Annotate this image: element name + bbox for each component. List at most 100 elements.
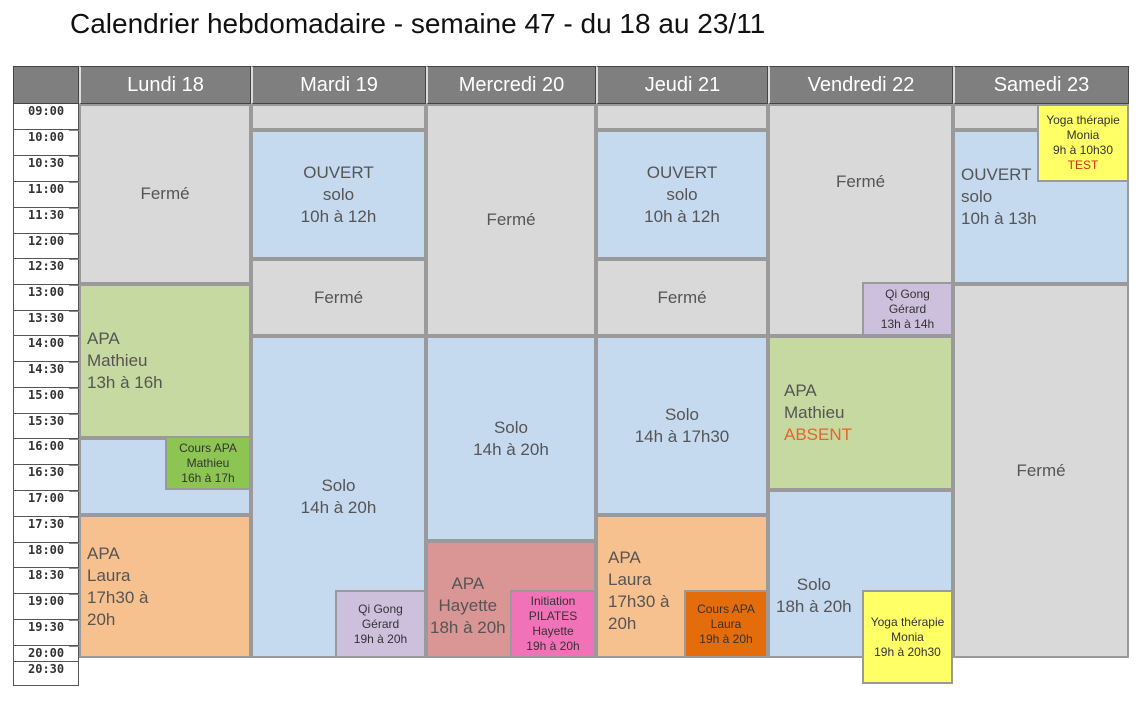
time-label: 17:30 — [13, 517, 79, 543]
event-line: Laura — [710, 616, 742, 631]
event-saturday-open-solo[interactable]: OUVERT solo 10h à 13h — [953, 130, 1129, 284]
event-thursday-cours-apa[interactable]: Cours APA Laura 19h à 20h — [684, 590, 768, 658]
event-line: 16h à 17h — [181, 470, 235, 485]
time-label: 12:30 — [13, 259, 79, 285]
event-line: solo — [961, 187, 993, 206]
event-tuesday-qigong[interactable]: Qi Gong Gérard 19h à 20h — [335, 590, 426, 658]
event-text: APA Laura 17h30 à 20h — [608, 547, 669, 635]
event-line: Mathieu — [87, 351, 148, 370]
event-line: APA — [87, 543, 120, 563]
event-line: Hayette — [532, 624, 574, 638]
day-header-tuesday: Mardi 19 — [251, 66, 426, 104]
event-friday-closed[interactable]: Fermé — [768, 104, 953, 336]
event-line: solo — [666, 184, 698, 204]
event-line: APA — [451, 574, 485, 593]
time-label: 13:30 — [13, 311, 79, 336]
event-line: 10h à 12h — [300, 206, 377, 226]
event-text: APA Mathieu ABSENT — [784, 380, 852, 446]
time-label: 18:30 — [13, 568, 79, 594]
event-monday-cours-apa[interactable]: Cours APA Mathieu 16h à 17h — [165, 436, 251, 490]
event-line: Laura — [608, 570, 652, 589]
time-label: 14:00 — [13, 336, 79, 362]
event-line: Gérard — [361, 616, 400, 631]
event-saturday-yoga[interactable]: Yoga thérapie Monia 9h à 10h30 TEST — [1037, 104, 1129, 182]
event-line: Solo — [664, 404, 699, 424]
time-label: 10:30 — [13, 156, 79, 182]
time-label: 19:30 — [13, 620, 79, 646]
event-thursday-solo[interactable]: Solo 14h à 17h30 — [596, 336, 768, 515]
event-line: 20h — [87, 609, 116, 629]
time-label: 14:30 — [13, 362, 79, 388]
event-text: APA Hayette 18h à 20h — [430, 573, 506, 639]
event-line: PILATES — [528, 609, 578, 623]
event-line: Yoga thérapie — [1046, 113, 1120, 127]
event-friday-yoga[interactable]: Yoga thérapie Monia 19h à 20h30 — [862, 590, 953, 684]
event-monday-apa-mathieu[interactable]: APA Mathieu 13h à 16h — [79, 284, 251, 438]
event-line: ABSENT — [784, 425, 853, 444]
event-saturday-closed[interactable]: Fermé — [953, 284, 1129, 658]
event-line: 17h30 à — [608, 592, 670, 611]
event-text: Initiation PILATES Hayette 19h à 20h — [526, 594, 579, 654]
event-friday-apa-mathieu[interactable]: APA Mathieu ABSENT — [768, 336, 953, 490]
event-line: Monia — [891, 629, 924, 644]
event-tuesday-closed[interactable]: Fermé — [251, 259, 426, 336]
time-label: 11:30 — [13, 208, 79, 234]
time-label: 16:00 — [13, 439, 79, 465]
event-thursday-open-solo[interactable]: OUVERT solo 10h à 12h — [596, 130, 768, 259]
event-monday-closed[interactable]: Fermé — [79, 104, 251, 284]
event-text: Yoga thérapie Monia 9h à 10h30 TEST — [1046, 113, 1120, 173]
event-line: OUVERT — [961, 165, 1032, 184]
event-line: 19h à 20h30 — [874, 644, 941, 659]
event-line: 9h à 10h30 — [1052, 143, 1114, 157]
time-label: 15:00 — [13, 388, 79, 414]
event-text: APA Mathieu 13h à 16h — [87, 328, 163, 394]
event-monday-apa-laura[interactable]: APA Laura 17h30 à 20h — [79, 515, 251, 658]
time-label: 13:00 — [13, 285, 79, 311]
event-text: Cours APA Laura 19h à 20h — [697, 602, 755, 647]
event-wednesday-closed[interactable]: Fermé — [426, 104, 596, 336]
event-line: Qi Gong — [885, 286, 930, 301]
event-line: APA — [784, 381, 817, 400]
event-line: Initiation — [530, 594, 576, 608]
event-text: Solo 14h à 17h30 — [635, 404, 730, 448]
event-friday-qigong[interactable]: Qi Gong Gérard 13h à 14h — [862, 282, 953, 336]
time-label: 18:00 — [13, 543, 79, 568]
event-text: Solo 14h à 20h — [301, 475, 377, 519]
page-title: Calendrier hebdomadaire - semaine 47 - d… — [70, 8, 766, 39]
event-text: Qi Gong Gérard 19h à 20h — [354, 602, 407, 647]
event-text: APA Laura 17h30 à 20h — [87, 543, 148, 631]
event-line: Qi Gong — [358, 601, 403, 616]
event-thursday-closed[interactable]: Fermé — [596, 259, 768, 336]
event-text: Qi Gong Gérard 13h à 14h — [881, 287, 934, 332]
event-line: 14h à 17h30 — [634, 426, 730, 446]
event-tuesday-closed-morning[interactable] — [251, 104, 426, 130]
event-line: 18h à 20h — [430, 618, 506, 637]
event-line: Solo — [321, 476, 356, 495]
event-line: OUVERT — [646, 162, 718, 182]
time-label: 16:30 — [13, 465, 79, 491]
event-line: Cours APA — [179, 440, 237, 455]
day-header-saturday: Samedi 23 — [953, 66, 1129, 104]
event-line: Hayette — [438, 596, 498, 615]
event-line: Mathieu — [186, 455, 230, 470]
event-line: 17h30 à — [87, 587, 149, 607]
event-wednesday-pilates[interactable]: Initiation PILATES Hayette 19h à 20h — [510, 590, 596, 658]
event-wednesday-solo[interactable]: Solo 14h à 20h — [426, 336, 596, 541]
event-line: Gérard — [888, 301, 927, 316]
event-line: Monia — [1066, 128, 1100, 142]
header-corner — [13, 66, 79, 104]
time-label: 20:00 — [13, 646, 79, 662]
time-label: 15:30 — [13, 414, 79, 439]
event-text: OUVERT solo 10h à 13h — [961, 164, 1037, 230]
time-label: 20:30 — [13, 662, 79, 686]
weekly-calendar: Lundi 18 Mardi 19 Mercredi 20 Jeudi 21 V… — [13, 66, 1129, 686]
event-text: Yoga thérapie Monia 19h à 20h30 — [871, 615, 945, 660]
event-tuesday-open-solo[interactable]: OUVERT solo 10h à 12h — [251, 130, 426, 259]
event-line: 10h à 12h — [644, 206, 720, 226]
event-thursday-closed-morning[interactable] — [596, 104, 768, 130]
time-label: 10:00 — [13, 130, 79, 156]
event-line: Solo — [493, 417, 528, 437]
event-line: Yoga thérapie — [870, 614, 945, 629]
event-line: 14h à 20h — [473, 439, 549, 459]
time-label: 19:00 — [13, 594, 79, 620]
